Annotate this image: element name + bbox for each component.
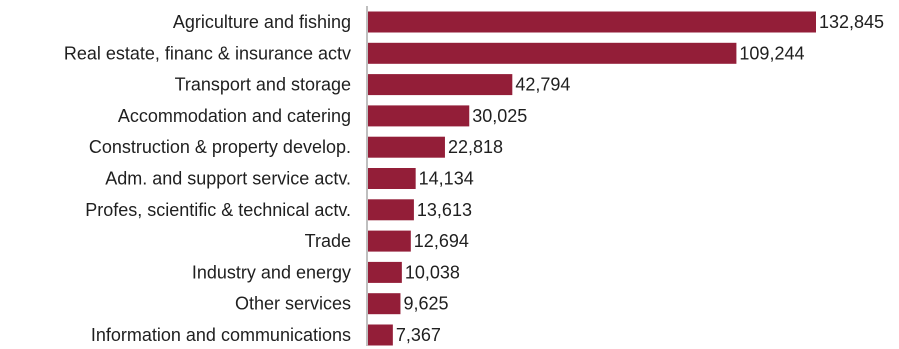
category-label-0: Agriculture and fishing bbox=[173, 12, 351, 32]
bar-7 bbox=[368, 230, 411, 252]
bars-group bbox=[368, 11, 816, 346]
bar-9 bbox=[368, 293, 401, 315]
value-label-4: 22,818 bbox=[448, 137, 503, 157]
bar-0 bbox=[368, 11, 816, 33]
value-label-3: 30,025 bbox=[472, 106, 527, 126]
category-label-2: Transport and storage bbox=[175, 75, 351, 95]
value-label-8: 10,038 bbox=[405, 262, 460, 282]
bar-4 bbox=[368, 136, 445, 158]
labels-group: Agriculture and fishing 132,845 Real estat… bbox=[64, 12, 884, 345]
bar-5 bbox=[368, 168, 416, 189]
value-label-10: 7,367 bbox=[396, 325, 441, 345]
value-label-5: 14,134 bbox=[419, 169, 474, 189]
bar-2 bbox=[368, 74, 513, 96]
value-label-9: 9,625 bbox=[403, 294, 448, 314]
category-label-10: Information and communications bbox=[91, 325, 351, 345]
category-label-8: Industry and energy bbox=[192, 262, 351, 282]
category-label-3: Accommodation and catering bbox=[118, 106, 351, 126]
value-label-6: 13,613 bbox=[417, 200, 472, 220]
category-label-5: Adm. and support service actv. bbox=[105, 169, 351, 189]
category-label-4: Construction & property develop. bbox=[89, 137, 351, 157]
bar-10 bbox=[368, 324, 393, 346]
value-label-2: 42,794 bbox=[515, 75, 570, 95]
bar-3 bbox=[368, 105, 470, 127]
bar-6 bbox=[368, 199, 414, 221]
bar-8 bbox=[368, 261, 402, 283]
category-label-6: Profes, scientific & technical actv. bbox=[85, 200, 351, 220]
value-label-0: 132,845 bbox=[819, 12, 884, 32]
category-label-1: Real estate, financ & insurance actv bbox=[64, 43, 351, 63]
value-label-1: 109,244 bbox=[739, 43, 804, 63]
category-label-7: Trade bbox=[305, 231, 351, 251]
value-label-7: 12,694 bbox=[414, 231, 469, 251]
bar-1 bbox=[368, 42, 737, 64]
category-label-9: Other services bbox=[235, 294, 351, 314]
